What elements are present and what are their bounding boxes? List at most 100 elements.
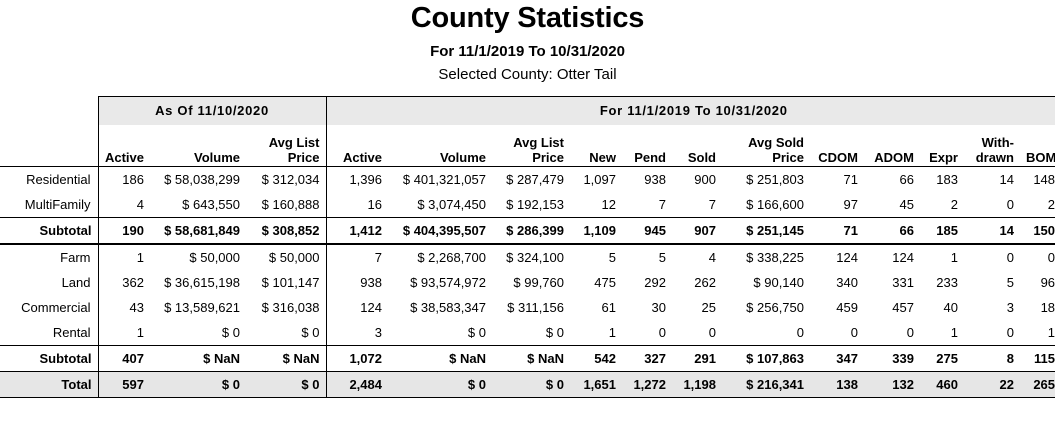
cell-b-volume: $ 3,074,450 bbox=[417, 197, 486, 212]
cell-bom: 115 bbox=[1020, 345, 1055, 372]
cell-withdrawn: 14 bbox=[964, 166, 1020, 192]
cell-withdrawn: 14 bbox=[964, 217, 1020, 245]
cell-new: 5 bbox=[608, 250, 616, 265]
column-header-cdom: CDOM bbox=[818, 150, 858, 165]
county-statistics-table: As Of 11/10/2020 For 11/1/2019 To 10/31/… bbox=[0, 96, 1055, 402]
cell-b-active: 1,396 bbox=[325, 166, 388, 192]
cell-a-active: 1 bbox=[97, 244, 150, 270]
cell-expr: 275 bbox=[920, 345, 964, 372]
group-header-spacer bbox=[0, 96, 98, 125]
cell-cdom: 347 bbox=[810, 345, 864, 372]
avg-sold-price-line-1: Avg Sold bbox=[748, 135, 804, 150]
column-header-row: Active Volume Avg List Price Active Volu… bbox=[0, 125, 1055, 167]
cell-b-volume: $ 0 bbox=[388, 371, 492, 398]
cell-cdom: 71 bbox=[810, 166, 864, 192]
cell-withdrawn: 22 bbox=[964, 371, 1020, 398]
cell-expr: 233 bbox=[936, 275, 958, 290]
cell-b-avglist: $ 324,100 bbox=[506, 250, 564, 265]
cell-a-volume: $ 0 bbox=[221, 325, 240, 340]
table-row-total: Total 597 $ 0 $ 0 2,484 $ 0 $ 0 1,651 1,272 1,198… bbox=[0, 371, 1055, 398]
column-header-spacer bbox=[0, 125, 98, 167]
column-header-as-of-avg-list-price: Avg List Price bbox=[246, 125, 326, 167]
cell-a-avglist: $ 308,852 bbox=[246, 217, 326, 245]
table-row-subtotal: Subtotal 407 $ NaN $ NaN 1,072 $ NaN $ NaN 542 3… bbox=[0, 345, 1055, 372]
avg-list-price-line-2: Price bbox=[532, 150, 564, 165]
cell-a-volume: $ 36,615,198 bbox=[164, 275, 240, 290]
cell-pend: 945 bbox=[622, 217, 672, 245]
table-row: Commercial 43 $ 13,589,621 $ 316,038 124 $ 38… bbox=[0, 295, 1055, 320]
report-date-range: For 11/1/2019 To 10/31/2020 bbox=[430, 43, 625, 60]
cell-sold: 1,198 bbox=[672, 371, 722, 398]
avg-list-price-line-2: Price bbox=[287, 150, 320, 165]
group-header-as-of: As Of 11/10/2020 bbox=[97, 96, 326, 125]
cell-b-active: 938 bbox=[325, 270, 388, 295]
cell-b-volume: $ 404,395,507 bbox=[388, 217, 492, 245]
withdrawn-line-2: drawn bbox=[975, 150, 1014, 165]
cell-avgsold: $ 107,863 bbox=[722, 345, 810, 372]
cell-b-volume: $ 2,268,700 bbox=[417, 250, 486, 265]
group-header-row: As Of 11/10/2020 For 11/1/2019 To 10/31/… bbox=[0, 96, 1055, 125]
cell-cdom: 459 bbox=[836, 300, 858, 315]
cell-adom: 66 bbox=[864, 166, 920, 192]
cell-a-active: 407 bbox=[97, 345, 150, 372]
cell-b-volume: $ 38,583,347 bbox=[410, 300, 486, 315]
cell-avgsold: $ 90,140 bbox=[753, 275, 804, 290]
column-header-adom: ADOM bbox=[874, 150, 914, 165]
cell-cdom: 124 bbox=[836, 250, 858, 265]
table-body: Residential 186 $ 58,038,299 $ 312,034 1,396… bbox=[0, 166, 1055, 402]
cell-avgsold: $ 251,803 bbox=[722, 166, 810, 192]
column-header-bom: BOM bbox=[1026, 150, 1055, 165]
column-header-as-of-active: Active bbox=[97, 125, 150, 167]
cell-b-avglist: $ 286,399 bbox=[492, 217, 570, 245]
cell-b-active: 124 bbox=[325, 295, 388, 320]
cell-bom: 18 bbox=[1040, 300, 1055, 315]
cell-a-active: 43 bbox=[97, 295, 150, 320]
cell-avgsold: 0 bbox=[796, 325, 804, 340]
cell-a-volume: $ 50,000 bbox=[189, 250, 240, 265]
cell-b-active: 3 bbox=[325, 320, 388, 346]
column-header-period-avg-list-price: Avg List Price bbox=[492, 125, 570, 167]
cell-a-avglist: $ 50,000 bbox=[268, 250, 320, 265]
cell-bom: 1 bbox=[1047, 325, 1055, 340]
cell-avgsold: $ 251,145 bbox=[722, 217, 810, 245]
page-title: County Statistics bbox=[410, 2, 645, 34]
column-header-withdrawn: With- drawn bbox=[964, 125, 1020, 167]
cell-adom: 0 bbox=[906, 325, 914, 340]
cell-avgsold: $ 256,750 bbox=[746, 300, 804, 315]
cell-a-avglist: $ 312,034 bbox=[246, 166, 326, 192]
report-selected-county: Selected County: Otter Tail bbox=[438, 66, 617, 83]
cell-new: 475 bbox=[594, 275, 616, 290]
cell-a-avglist: $ 160,888 bbox=[261, 197, 320, 212]
cell-a-avglist: $ NaN bbox=[246, 345, 326, 372]
cell-b-avglist: $ 0 bbox=[545, 325, 564, 340]
cell-a-active: 186 bbox=[97, 166, 150, 192]
cell-bom: 265 bbox=[1020, 371, 1055, 398]
cell-b-avglist: $ 0 bbox=[492, 371, 570, 398]
cell-b-active: 16 bbox=[325, 192, 388, 218]
cell-new: 12 bbox=[601, 197, 616, 212]
cell-pend: 30 bbox=[651, 300, 666, 315]
cell-sold: 7 bbox=[708, 197, 716, 212]
row-label: Total bbox=[0, 371, 98, 398]
cell-a-active: 1 bbox=[97, 320, 150, 346]
cell-expr: 1 bbox=[950, 250, 958, 265]
cell-a-avglist: $ 101,147 bbox=[261, 275, 320, 290]
cell-b-volume: $ NaN bbox=[388, 345, 492, 372]
cell-withdrawn: 5 bbox=[1006, 275, 1014, 290]
cell-a-active: 362 bbox=[97, 270, 150, 295]
table-head: As Of 11/10/2020 For 11/1/2019 To 10/31/… bbox=[0, 96, 1055, 167]
cell-cdom: 340 bbox=[836, 275, 858, 290]
cell-pend: 327 bbox=[622, 345, 672, 372]
cell-b-volume: $ 401,321,057 bbox=[388, 166, 492, 192]
cell-pend: 292 bbox=[644, 275, 666, 290]
cell-bom: 0 bbox=[1047, 250, 1055, 265]
cell-withdrawn: 0 bbox=[1006, 250, 1014, 265]
cell-new: 1 bbox=[608, 325, 616, 340]
cell-new: 61 bbox=[601, 300, 616, 315]
row-label: MultiFamily bbox=[24, 197, 91, 212]
cell-adom: 339 bbox=[864, 345, 920, 372]
cell-new: 1,097 bbox=[570, 166, 622, 192]
cell-adom: 457 bbox=[892, 300, 914, 315]
row-label: Commercial bbox=[21, 300, 91, 315]
